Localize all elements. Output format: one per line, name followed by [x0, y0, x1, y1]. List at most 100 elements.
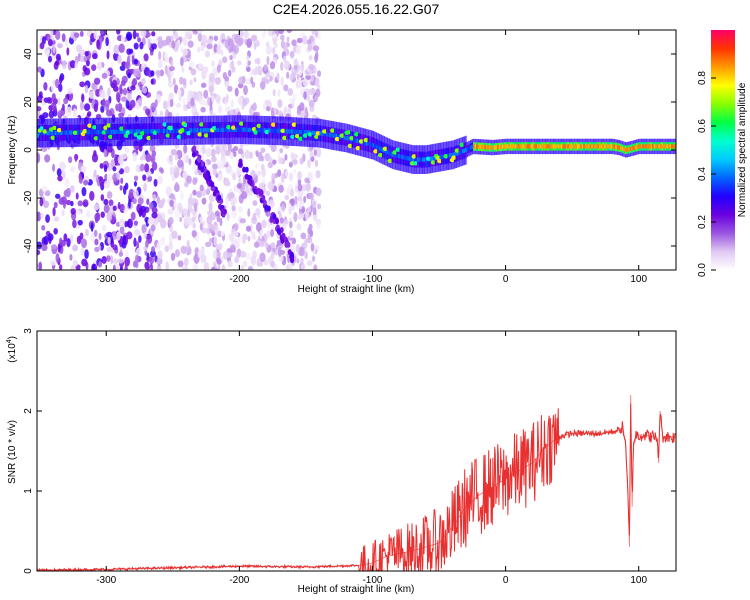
spectrogram-noise-cell	[168, 216, 174, 225]
ridge-core-cell	[366, 141, 368, 146]
spectrogram-noise-cell	[39, 42, 45, 50]
ridge-core-cell	[152, 129, 154, 134]
ridge-core-cell	[169, 128, 172, 134]
ridge-core-cell	[255, 127, 258, 133]
ridge-blob	[347, 143, 353, 149]
ridge-core-cell	[76, 130, 79, 135]
spectrogram-noise-cell	[226, 212, 230, 221]
spectrogram-noise-cell	[224, 76, 230, 82]
ridge-core-cell	[417, 157, 419, 162]
spectrogram-noise-cell	[224, 149, 231, 157]
spectrogram-noise-cell	[93, 77, 101, 85]
ridge-blob	[125, 130, 131, 135]
colorbar-scale	[711, 30, 735, 270]
spectrogram-noise-cell	[206, 43, 213, 50]
ridge-core-cell	[335, 134, 338, 139]
spectrogram-noise-cell	[174, 181, 179, 191]
spectrogram-noise-cell	[132, 189, 139, 199]
ridge-core-cell	[147, 129, 149, 134]
spectrogram-noise-cell	[271, 172, 276, 182]
ridge-core-cell	[484, 144, 486, 150]
spectrogram-noise-cell	[216, 64, 221, 73]
spectrogram-noise-cell	[295, 243, 301, 253]
ridge-core-cell	[96, 130, 98, 135]
spectrogram-noise-cell	[211, 60, 215, 67]
spectrogram-noise-cell	[69, 60, 76, 69]
ridge-core-cell	[88, 130, 90, 135]
spectrogram-noise-cell	[81, 93, 85, 103]
spectrogram-noise-cell	[292, 153, 299, 159]
ridge-core-cell	[275, 128, 277, 133]
spectrogram-noise-cell	[205, 188, 211, 195]
ridge-core-cell	[161, 128, 164, 134]
ridge-core-cell	[263, 128, 266, 133]
ridge-core-cell	[588, 144, 590, 149]
spectrogram-noise-cell	[259, 252, 266, 263]
spectrogram-noise-cell	[149, 144, 156, 153]
ridge-core-cell	[452, 152, 454, 157]
ridge-core-cell	[469, 145, 472, 150]
ridge-core-cell	[207, 128, 210, 133]
ridge-core-cell	[297, 129, 299, 135]
spectrogram-noise-cell	[182, 171, 188, 178]
ridge-core-cell	[573, 144, 576, 149]
spectrogram-noise-cell	[70, 265, 75, 270]
spectrogram-noise-cell	[117, 102, 123, 113]
spectrogram-noise-cell	[72, 107, 77, 118]
spectrogram-noise-cell	[119, 185, 123, 191]
spectrogram-noise-cell	[209, 110, 214, 116]
ridge-core-cell	[545, 144, 547, 149]
spectrogram-noise-cell	[126, 92, 133, 102]
spectrogram-noise-cell	[136, 241, 140, 248]
ridge-core-cell	[144, 129, 146, 134]
y-tick-label: 3	[23, 328, 34, 334]
ridge-core-cell	[372, 143, 374, 148]
ridge-core-cell	[251, 127, 253, 133]
ridge-core-cell	[421, 157, 424, 162]
spectrogram-noise-cell	[299, 157, 304, 165]
ridge-core-cell	[519, 144, 521, 149]
colorbar-tick-label: 0.0	[697, 263, 708, 277]
ridge-core-cell	[92, 130, 95, 135]
spectrogram-noise-cell	[309, 151, 314, 158]
ridge-core-cell	[549, 144, 552, 149]
spectrogram-noise-cell	[85, 210, 91, 218]
ridge-core-cell	[607, 144, 609, 149]
spectrogram-noise-cell	[106, 191, 113, 199]
spectrogram-noise-cell	[267, 161, 273, 169]
y-tick-label: 0	[23, 568, 34, 574]
ridge-blob	[199, 122, 205, 127]
spectrogram-noise-cell	[306, 260, 313, 266]
ridge-core-cell	[166, 128, 168, 134]
ridge-core-cell	[503, 144, 505, 149]
ridge-core-cell	[326, 132, 328, 137]
spectrogram-noise-cell	[124, 182, 129, 190]
spectrogram-noise-cell	[208, 72, 215, 83]
spectrogram-noise-cell	[192, 189, 197, 196]
ridge-core-cell	[148, 129, 151, 134]
spectrogram-noise-cell	[172, 77, 176, 86]
spectrogram-noise-cell	[151, 43, 157, 50]
ridge-core-cell	[89, 130, 92, 135]
spectrogram-noise-cell	[273, 186, 277, 193]
spectrogram-noise-cell	[103, 198, 109, 206]
spectrogram-noise-cell	[257, 151, 263, 162]
spectrogram-noise-cell	[117, 258, 124, 264]
spectrogram-noise-cell	[185, 245, 192, 256]
spectrogram-noise-cell	[305, 182, 312, 192]
spectrogram-noise-cell	[83, 103, 91, 112]
spectrogram-track-cell	[261, 194, 266, 201]
ridge-core-cell	[228, 127, 231, 132]
ridge-core-cell	[580, 144, 582, 149]
spectrogram-noise-cell	[63, 97, 69, 105]
spectrogram-noise-cell	[224, 181, 231, 187]
spectrogram-noise-cell	[117, 165, 121, 171]
spectrogram-track-cell	[238, 161, 243, 168]
spectrogram-noise-cell	[119, 84, 123, 93]
spectrogram-noise-cell	[228, 233, 234, 241]
spectrogram-noise-cell	[226, 252, 233, 259]
ridge-core-cell	[356, 138, 358, 144]
ridge-core-cell	[206, 128, 208, 133]
ridge-blob	[437, 158, 443, 164]
spectrogram-noise-cell	[170, 252, 176, 261]
